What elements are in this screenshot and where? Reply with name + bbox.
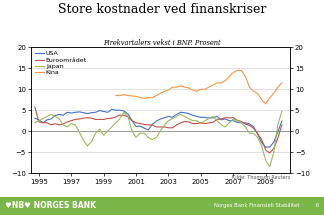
USA — [264, 146, 268, 148]
Japan — [280, 110, 284, 112]
Euroområdet — [280, 124, 284, 126]
Kina — [163, 90, 167, 93]
Kina — [203, 88, 207, 91]
Line: USA: USA — [35, 109, 282, 147]
Euroområdet — [183, 120, 187, 123]
USA — [187, 112, 191, 115]
Text: Norges Bank Finansiell Stabilitet          6: Norges Bank Finansiell Stabilitet 6 — [214, 203, 319, 208]
Kina — [272, 92, 276, 95]
Kina — [195, 90, 199, 93]
Kina — [138, 96, 142, 99]
Kina — [256, 92, 260, 95]
Kina — [191, 89, 195, 91]
Kina — [260, 98, 264, 101]
Kina — [280, 82, 284, 84]
Line: Euroområdet: Euroområdet — [35, 107, 282, 153]
Text: Firekvartalers vekst i BNP. Prosent: Firekvartalers vekst i BNP. Prosent — [103, 39, 221, 47]
Kina — [207, 86, 211, 88]
Kina — [158, 92, 162, 95]
Kina — [276, 86, 280, 88]
Kina — [170, 86, 174, 88]
USA — [158, 118, 162, 120]
Text: Kilde: Thomson Reuters: Kilde: Thomson Reuters — [232, 175, 290, 180]
USA — [82, 111, 86, 114]
Text: ♥NB♥ NORGES BANK: ♥NB♥ NORGES BANK — [5, 201, 96, 210]
Kina — [167, 89, 170, 91]
Kina — [175, 86, 179, 88]
Kina — [248, 86, 251, 88]
Kina — [118, 94, 122, 97]
Kina — [264, 103, 268, 105]
Euroområdet — [154, 126, 158, 128]
Japan — [33, 121, 37, 124]
Line: Kina: Kina — [116, 70, 282, 104]
Kina — [150, 96, 154, 99]
Euroområdet — [33, 106, 37, 108]
Kina — [223, 80, 227, 82]
Euroområdet — [248, 124, 251, 127]
Kina — [244, 75, 248, 78]
Kina — [122, 93, 126, 96]
Japan — [248, 132, 251, 135]
Japan — [53, 115, 57, 118]
Euroområdet — [98, 118, 102, 121]
Kina — [268, 96, 272, 99]
Japan — [183, 115, 187, 118]
Japan — [268, 166, 272, 168]
Kina — [227, 75, 231, 78]
Kina — [251, 90, 255, 93]
Kina — [231, 71, 235, 74]
Kina — [199, 88, 203, 91]
Legend: USA, Euroområdet, Japan, Kina: USA, Euroområdet, Japan, Kina — [33, 50, 88, 77]
Kina — [235, 69, 239, 72]
FancyBboxPatch shape — [0, 197, 324, 215]
Kina — [219, 82, 223, 84]
Kina — [187, 87, 191, 89]
Japan — [82, 139, 86, 142]
Line: Japan: Japan — [35, 111, 282, 167]
Japan — [98, 128, 102, 130]
Kina — [126, 94, 130, 97]
Kina — [134, 95, 138, 98]
Euroområdet — [268, 152, 272, 154]
Kina — [239, 69, 243, 72]
Kina — [211, 84, 215, 86]
Kina — [146, 96, 150, 99]
Kina — [154, 94, 158, 97]
Japan — [154, 136, 158, 139]
USA — [251, 125, 255, 128]
Kina — [142, 97, 146, 100]
Kina — [130, 95, 134, 97]
Euroområdet — [82, 117, 86, 120]
Euroområdet — [53, 122, 57, 125]
Kina — [114, 94, 118, 97]
USA — [280, 120, 284, 122]
Kina — [215, 82, 219, 84]
Text: Store kostnader ved finanskriser: Store kostnader ved finanskriser — [58, 3, 266, 16]
Kina — [183, 86, 187, 88]
USA — [53, 114, 57, 117]
USA — [98, 109, 102, 112]
USA — [110, 108, 114, 111]
Kina — [179, 84, 183, 87]
USA — [33, 117, 37, 120]
